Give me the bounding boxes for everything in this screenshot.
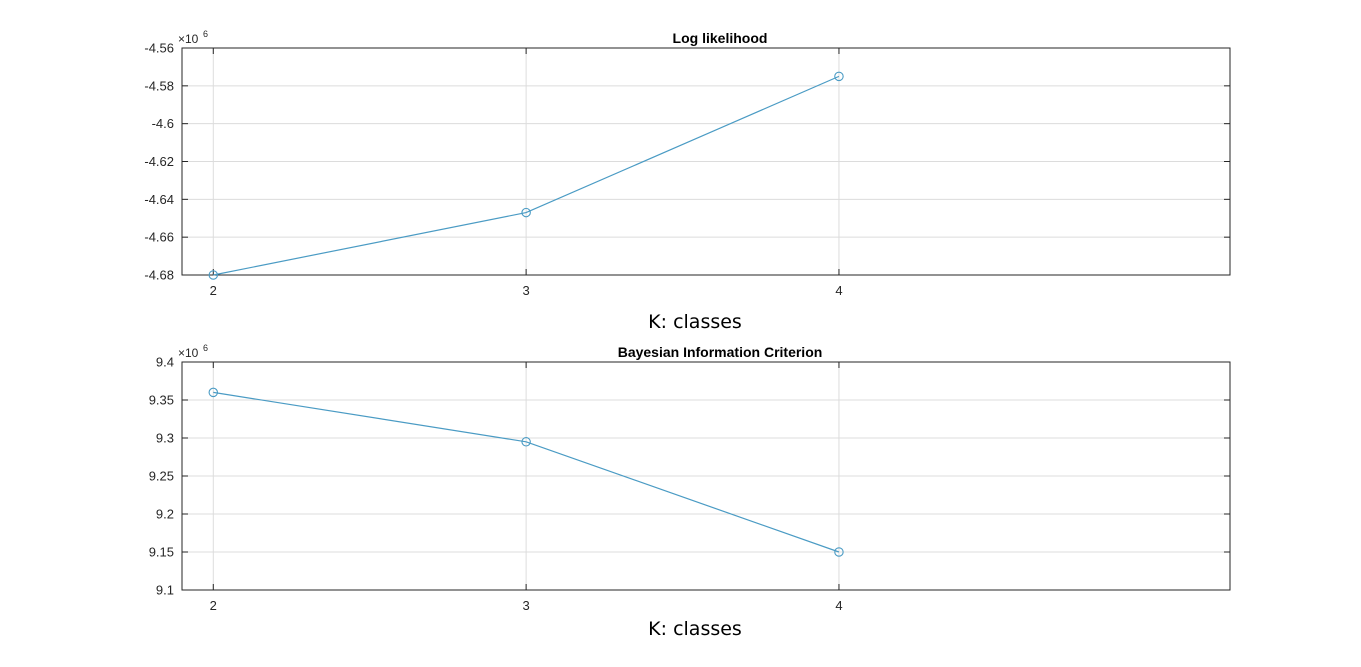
y-exponent-base: ×10	[178, 32, 199, 46]
x-tick-label: 4	[835, 283, 842, 298]
x-tick-labels-bottom: 2 3 4	[210, 598, 843, 613]
data-point	[521, 207, 531, 218]
y-tick-label: 9.25	[149, 469, 174, 484]
x-axis-label: K: classes	[648, 311, 742, 333]
data-point	[834, 71, 844, 82]
data-point	[208, 387, 219, 398]
series-line	[213, 75, 840, 276]
y-tick-label: 9.15	[149, 545, 174, 560]
grid-bottom	[182, 361, 1230, 591]
data-point	[834, 547, 844, 557]
chart-title: Log likelihood	[673, 30, 768, 46]
x-tick-label: 2	[210, 598, 217, 613]
data-point	[521, 437, 531, 447]
x-tick-label: 2	[210, 283, 217, 298]
series-line	[213, 391, 840, 553]
y-tick-label: -4.66	[144, 230, 174, 245]
y-tick-label: -4.62	[144, 154, 174, 169]
subplot-log-likelihood: -4.56 -4.58 -4.6 -4.62 -4.64 -4.66 -4.68 2 3 4 L…	[144, 29, 1231, 333]
y-exponent-power: 6	[203, 29, 208, 39]
series-bottom	[208, 387, 844, 557]
y-tick-label: -4.64	[144, 192, 174, 207]
y-tick-label: -4.6	[152, 116, 174, 131]
subplot-bic: 9.4 9.35 9.3 9.25 9.2 9.15 9.1 2 3 4 Bayesian In…	[149, 343, 1231, 640]
x-tick-labels-top: 2 3 4	[210, 283, 843, 298]
y-tick-label: 9.35	[149, 393, 174, 408]
tick-marks-top	[182, 47, 1230, 276]
y-tick-label: -4.56	[144, 41, 174, 56]
x-tick-label: 4	[835, 598, 842, 613]
y-tick-labels-top: -4.56 -4.58 -4.6 -4.62 -4.64 -4.66 -4.68	[144, 41, 174, 283]
x-axis-label: K: classes	[648, 618, 742, 640]
x-tick-label: 3	[523, 598, 530, 613]
y-exponent-base: ×10	[178, 346, 199, 360]
series-top	[208, 71, 844, 280]
y-tick-label: 9.2	[156, 507, 174, 522]
x-tick-label: 3	[523, 283, 530, 298]
y-tick-label: 9.3	[156, 431, 174, 446]
grid-top	[182, 47, 1230, 276]
y-tick-label: -4.68	[144, 268, 174, 283]
y-tick-label: -4.58	[144, 78, 174, 93]
chart-title: Bayesian Information Criterion	[618, 344, 823, 360]
y-tick-labels-bottom: 9.4 9.35 9.3 9.25 9.2 9.15 9.1	[149, 355, 174, 598]
y-tick-label: 9.1	[156, 583, 174, 598]
y-tick-label: 9.4	[156, 355, 174, 370]
y-exponent-power: 6	[203, 343, 208, 353]
data-point	[208, 270, 219, 280]
tick-marks-bottom	[182, 361, 1230, 591]
